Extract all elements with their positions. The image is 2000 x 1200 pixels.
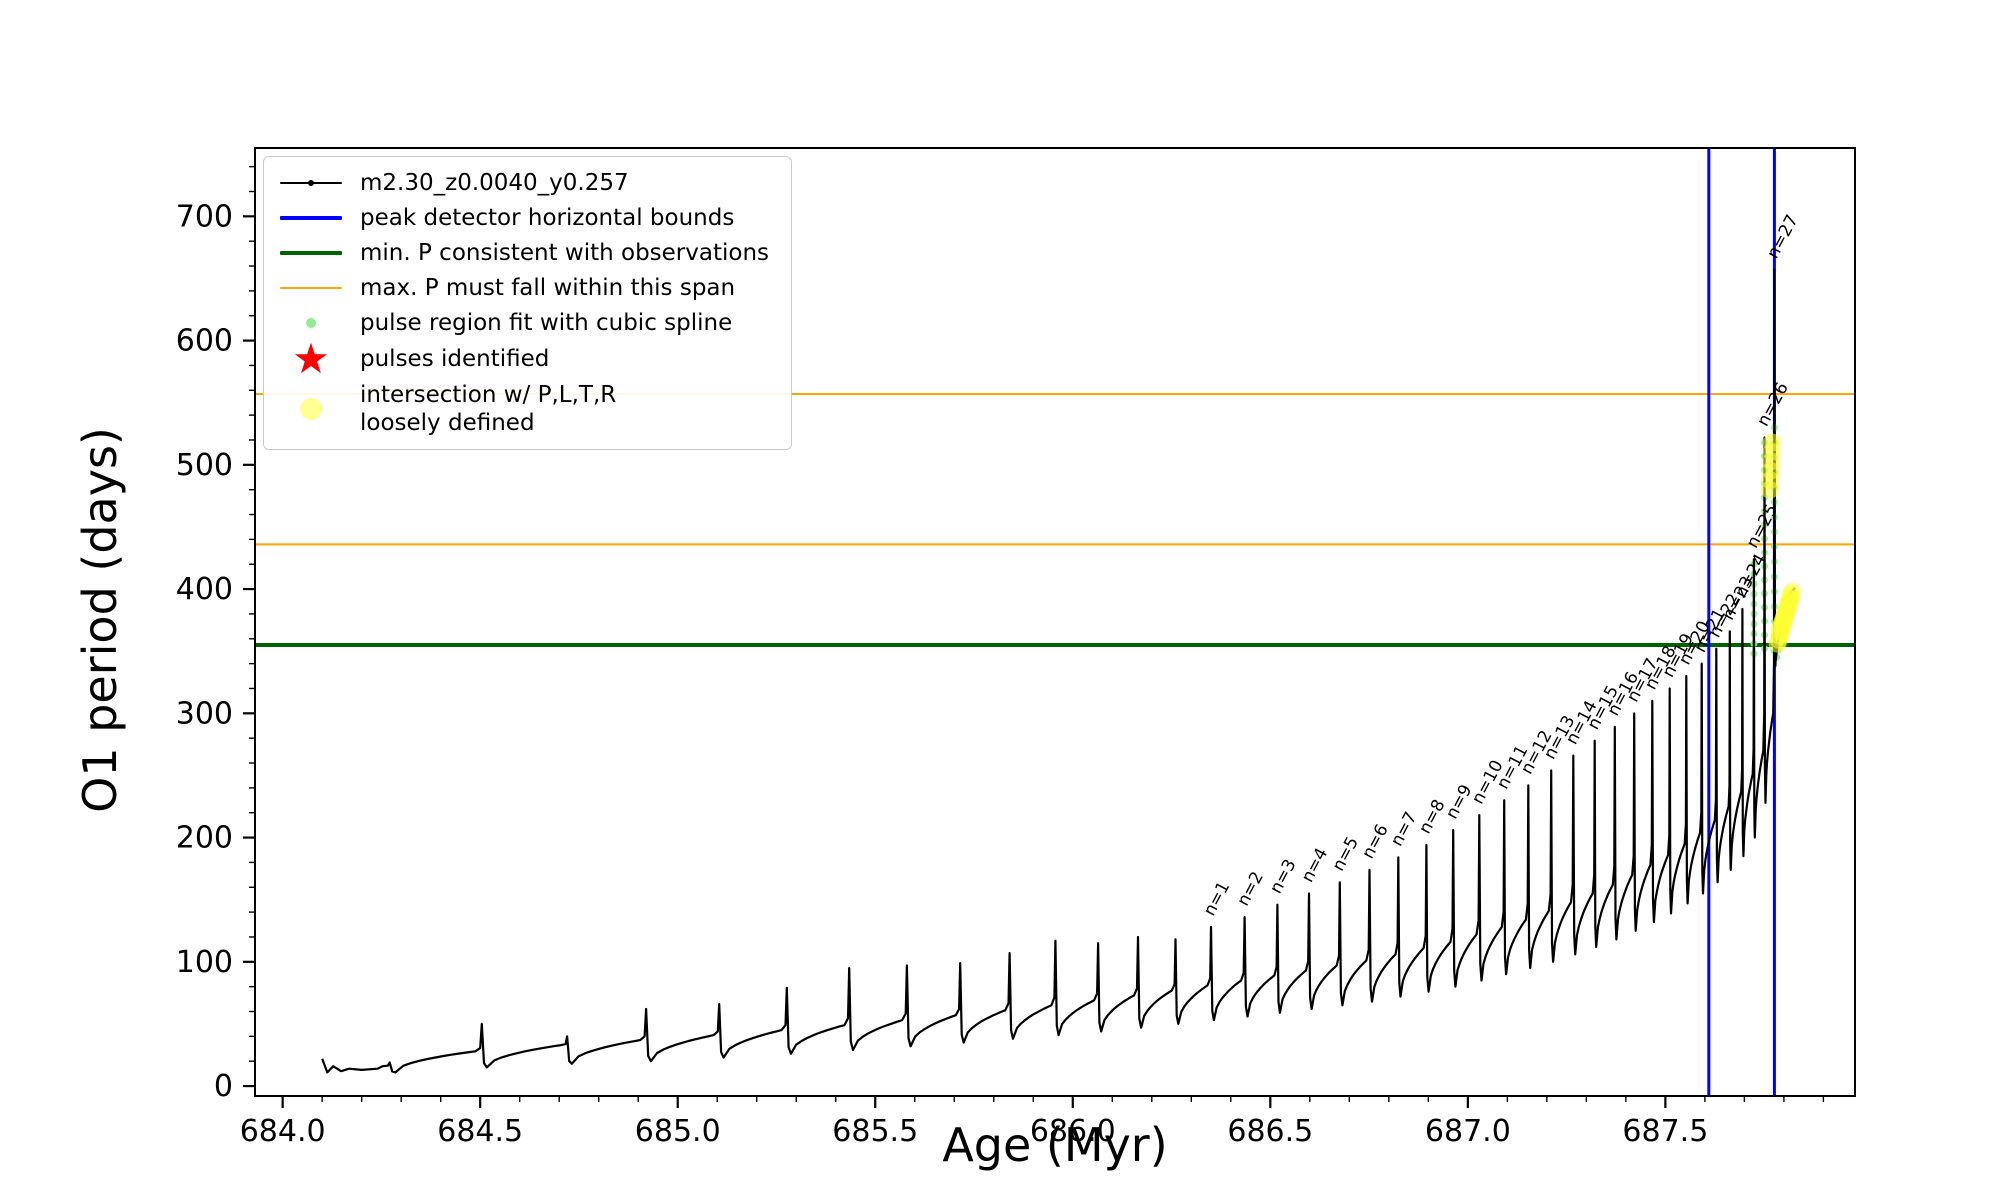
legend-item-3: min. P consistent with observations [276, 239, 769, 267]
intersection-point [1763, 433, 1781, 452]
pulse-label-n4: n=4 [1298, 845, 1332, 886]
legend-item-4: max. P must fall within this span [276, 274, 769, 302]
pulse-label-n5: n=5 [1329, 834, 1363, 875]
x-tick-label: 686.5 [1227, 1114, 1313, 1149]
legend-label: peak detector horizontal bounds [360, 205, 735, 232]
line-swatch-icon [276, 286, 346, 290]
y-tick-label: 700 [176, 199, 233, 234]
pulse-label-n27: n=27 [1763, 212, 1803, 263]
x-tick-label: 684.5 [437, 1114, 523, 1149]
pulse-label-n2: n=2 [1233, 868, 1267, 909]
line-swatch-icon [276, 216, 346, 221]
x-tick-label: 687.5 [1622, 1114, 1708, 1149]
line-swatch-icon [276, 180, 346, 187]
legend-item-1: m2.30_z0.0040_y0.257 [276, 169, 769, 197]
dot-large-icon [276, 398, 346, 421]
legend-label: pulse region fit with cubic spline [360, 310, 733, 337]
y-tick-label: 200 [176, 821, 233, 856]
intersection-point [1781, 590, 1800, 608]
legend-item-7: intersection w/ P,L,T,R loosely defined [276, 381, 769, 437]
y-tick-label: 500 [176, 448, 233, 483]
pulse-label-n26: n=26 [1753, 379, 1793, 430]
plot-frame [254, 147, 1856, 1097]
dot-small-icon [276, 318, 346, 329]
x-tick-label: 685.0 [635, 1114, 721, 1149]
legend-item-5: pulse region fit with cubic spline [276, 309, 769, 337]
y-axis-title: O1 period (days) [73, 427, 127, 813]
y-tick-label: 400 [176, 572, 233, 607]
line-swatch-icon [276, 251, 346, 256]
legend-label: m2.30_z0.0040_y0.257 [360, 170, 629, 196]
x-tick-label: 686.0 [1030, 1114, 1116, 1149]
legend-label: min. P consistent with observations [360, 240, 770, 267]
y-tick-label: 300 [176, 696, 233, 731]
x-tick-label: 685.5 [832, 1114, 918, 1149]
legend-label: intersection w/ P,L,T,R loosely defined [360, 382, 617, 437]
legend-item-6: ★ pulses identified [276, 334, 769, 384]
legend-label: max. P must fall within this span [360, 275, 736, 302]
pulse-label-n1: n=1 [1200, 878, 1234, 919]
legend-label: pulses identified [360, 346, 550, 373]
y-tick-label: 600 [176, 324, 233, 359]
legend-item-2: peak detector horizontal bounds [276, 204, 769, 232]
pulse-label-n8: n=8 [1415, 796, 1449, 837]
period-evolution-curve [321, 268, 1796, 1074]
y-tick-label: 100 [176, 945, 233, 980]
red-star-icon: ★ [292, 334, 330, 384]
y-tick-label: 0 [214, 1069, 233, 1104]
x-tick-label: 684.0 [240, 1114, 326, 1149]
pulse-label-n9: n=9 [1442, 781, 1476, 822]
x-axis-title: Age (Myr) [942, 1118, 1168, 1172]
x-tick-label: 687.0 [1425, 1114, 1511, 1149]
pulse-label-n3: n=3 [1266, 856, 1300, 897]
